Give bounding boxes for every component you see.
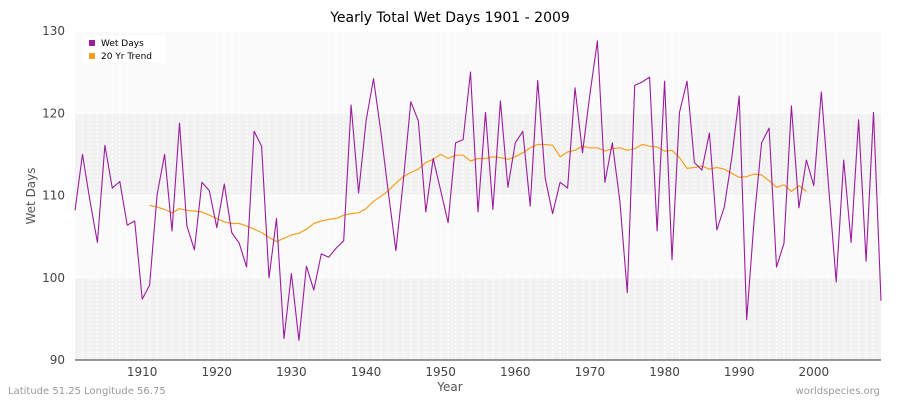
x-tick-label: 1920 [202,365,233,379]
chart-title: Yearly Total Wet Days 1901 - 2009 [329,10,570,26]
y-tick-label: 110 [42,189,65,203]
x-tick-label: 1990 [724,365,755,379]
legend-label-20yr-trend: 20 Yr Trend [101,52,152,62]
legend-box [83,36,165,63]
y-tick-label: 90 [50,353,65,367]
x-axis-ticks: 1910 1920 1930 1940 1950 1960 1970 1980 1990 2000 [127,365,829,379]
x-tick-label: 1930 [276,365,307,379]
y-tick-label: 130 [42,24,65,38]
x-tick-label: 1950 [425,365,456,379]
x-tick-label: 1940 [351,365,382,379]
trend-series-line [149,143,807,243]
footer-location: Latitude 51.25 Longitude 56.75 [8,386,166,397]
x-tick-label: 1960 [500,365,531,379]
y-axis-ticks: 90 100 110 120 130 [42,24,65,367]
plot-band [75,113,881,196]
plot-area [74,30,882,361]
x-tick-label: 1910 [127,365,158,379]
y-tick-label: 120 [42,106,65,120]
x-tick-label: 1970 [575,365,606,379]
y-tick-label: 100 [42,271,65,285]
x-axis-label: Year [436,380,462,394]
y-axis-label: Wet Days [24,167,38,224]
footer-source: worldspecies.org [796,386,880,397]
wet-days-series-line [74,40,882,341]
series-lines [74,40,882,341]
x-tick-label: 2000 [799,365,830,379]
legend: Wet Days 20 Yr Trend [83,36,165,63]
x-tick-label: 1980 [649,365,680,379]
legend-swatch-20yr-trend [89,53,95,59]
legend-swatch-wet-days [89,40,95,46]
legend-label-wet-days: Wet Days [101,39,144,49]
